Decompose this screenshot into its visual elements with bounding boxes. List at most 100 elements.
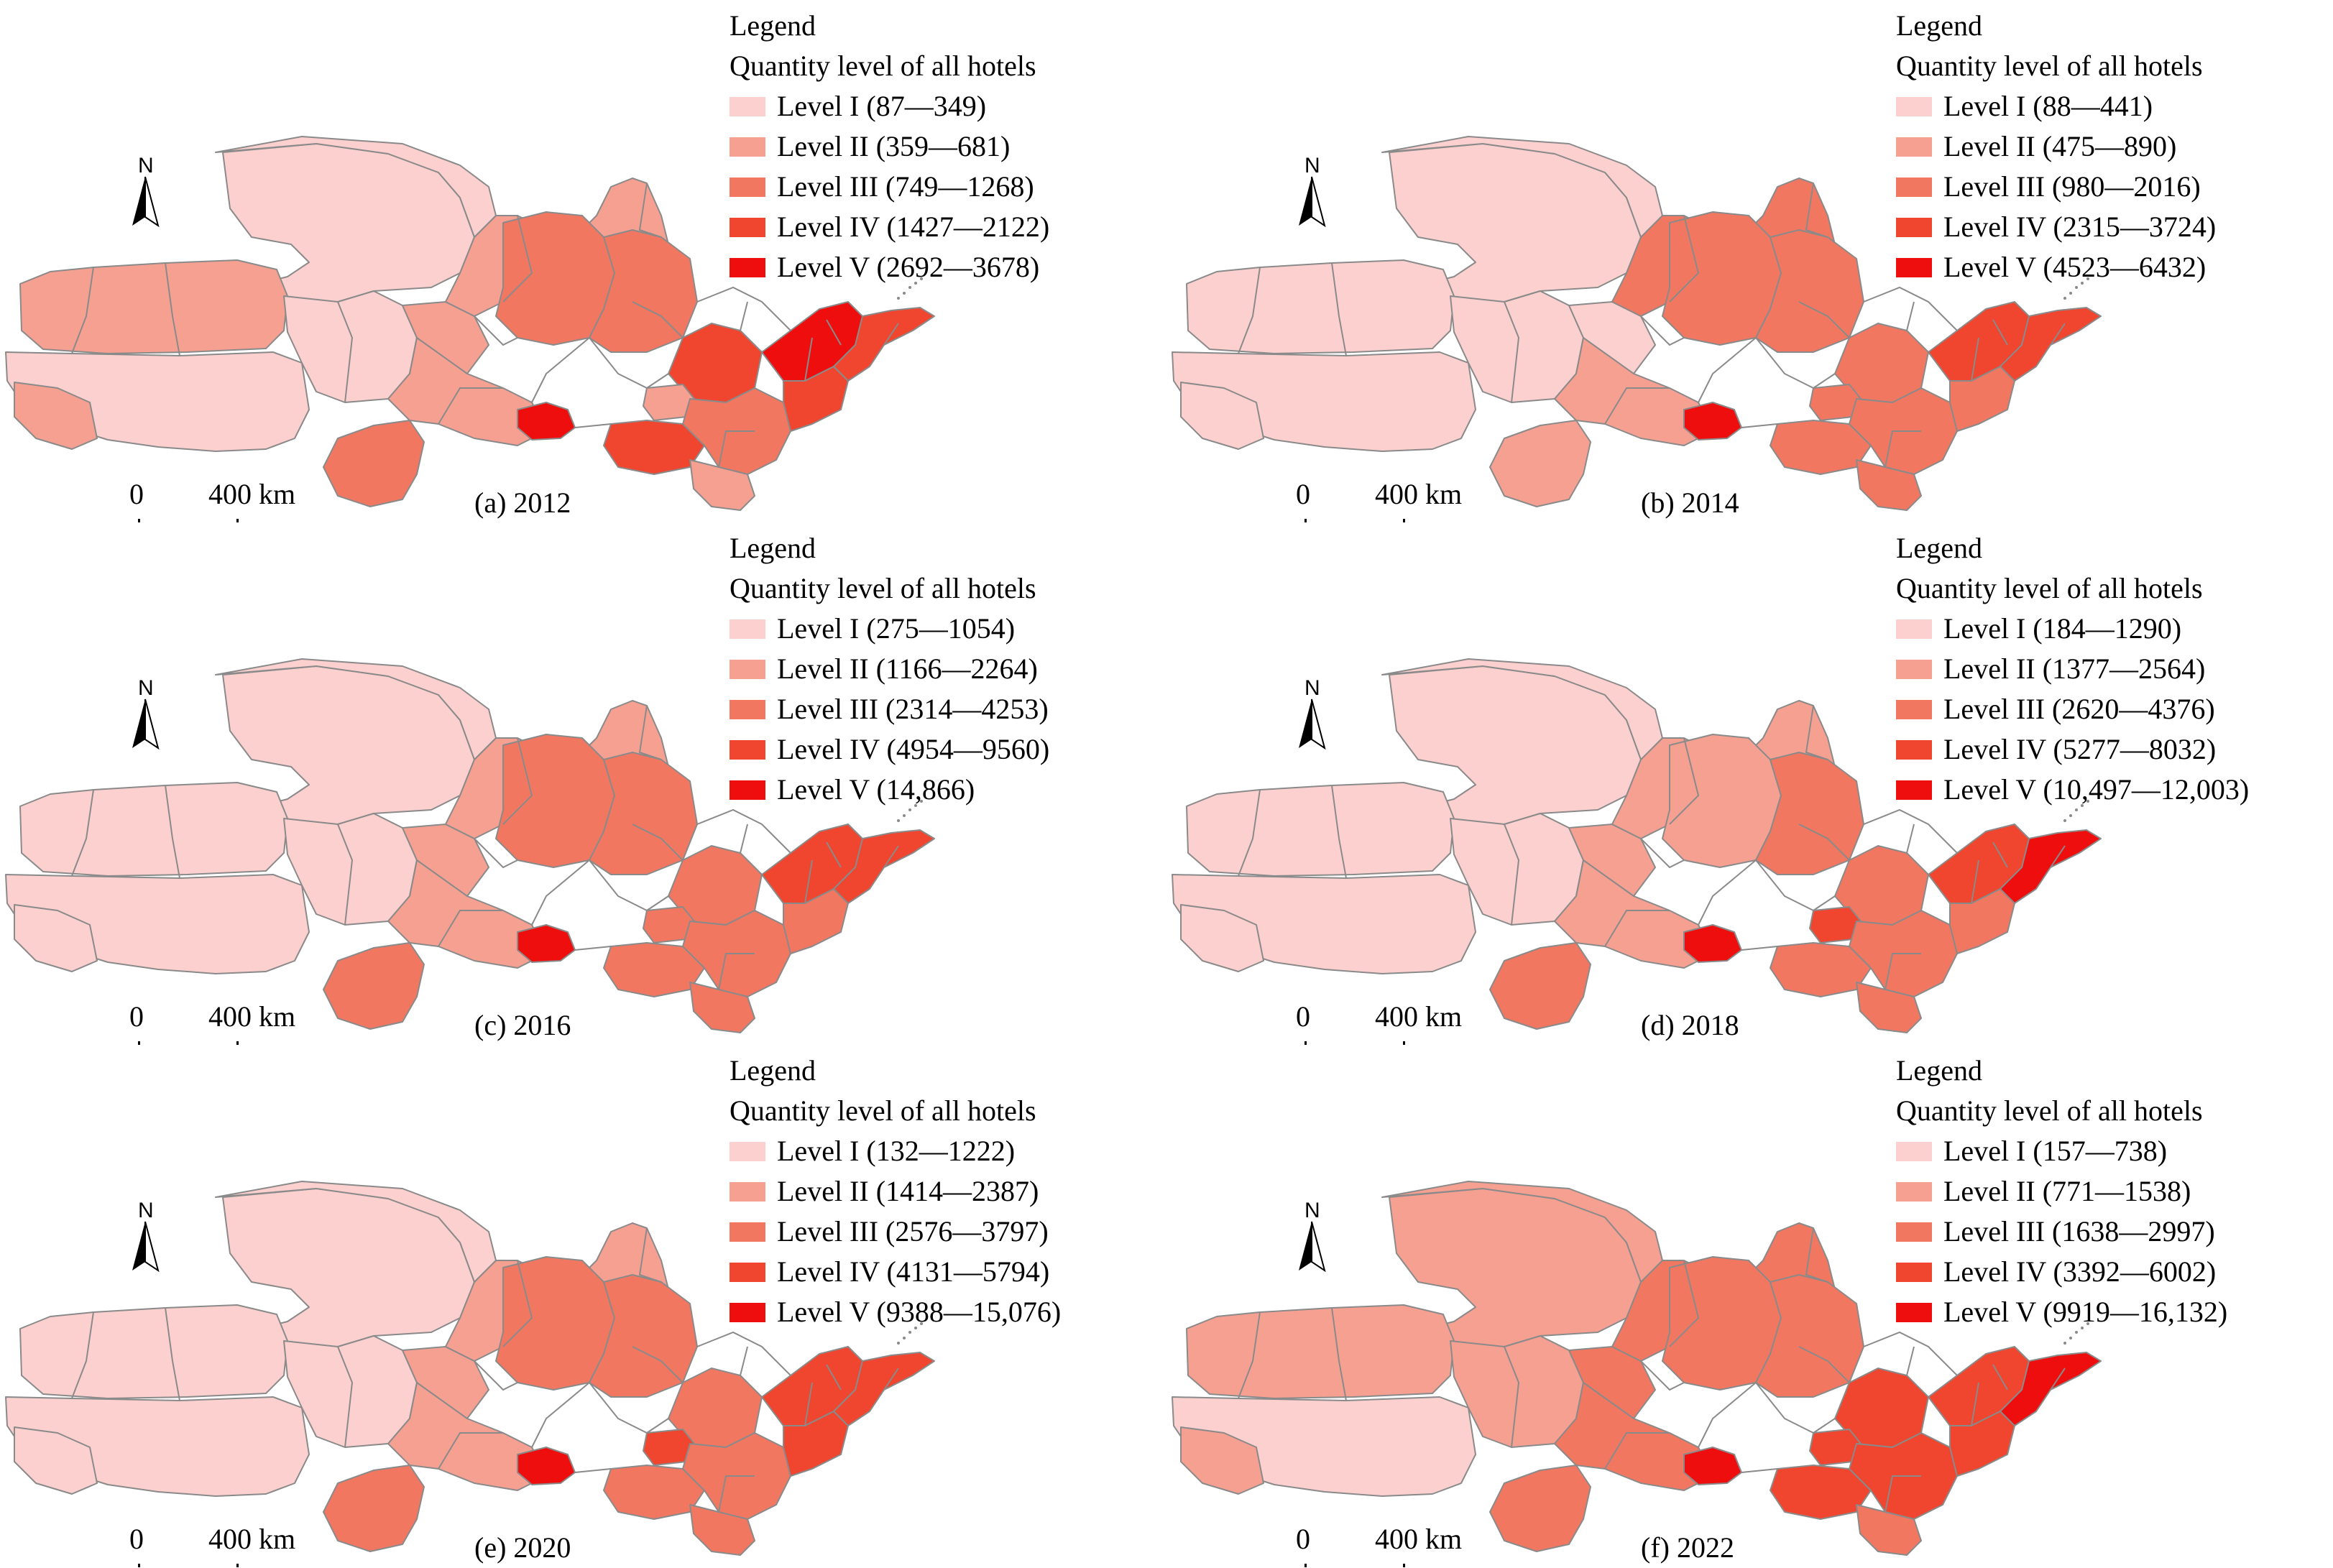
scale-zero: 0 <box>129 1000 144 1033</box>
scale-bar: 0 400 km <box>1290 1000 1463 1045</box>
legend-item: Level V (14,866) <box>730 770 1049 810</box>
region-south-middle <box>603 1465 705 1520</box>
legend-swatch <box>1896 1181 1932 1202</box>
north-arrow: N <box>129 154 161 235</box>
legend-item: Level III (749—1268) <box>730 167 1049 207</box>
scale-zero: 0 <box>129 1523 144 1555</box>
scale-bar: 0 400 km <box>1290 1522 1463 1567</box>
legend-rows: Level I (88—441) Level II (475—890) Level … <box>1896 86 2216 287</box>
north-label: N <box>138 676 154 700</box>
legend-swatch <box>1896 217 1932 237</box>
panel-caption: (e) 2020 <box>474 1531 571 1564</box>
region-far-west <box>19 259 288 354</box>
legend-label: Level V (2692—3678) <box>777 251 1040 283</box>
legend-swatch <box>730 659 765 679</box>
legend-swatch <box>730 739 765 760</box>
island-dots <box>2063 277 2089 300</box>
scale-bar-line <box>1304 519 1405 522</box>
county-boundaries <box>1238 705 2066 990</box>
island-dots <box>897 277 923 300</box>
legend-label: Level III (980—2016) <box>1943 170 2201 203</box>
region-far-west <box>19 782 288 877</box>
legend-item: Level II (771—1538) <box>1896 1171 2227 1212</box>
region-north-strip <box>1381 658 1663 760</box>
legend-swatch <box>1896 780 1932 800</box>
legend-item: Level V (9388—15,076) <box>730 1292 1061 1332</box>
legend-swatch <box>1896 257 1932 277</box>
county-boundaries <box>71 1227 899 1513</box>
legend-title: Legend <box>1896 9 1982 42</box>
panel-caption: (a) 2012 <box>474 486 571 519</box>
choropleth-map <box>1172 1181 2102 1556</box>
region-south-middle <box>1770 1465 1872 1520</box>
legend-item: Level V (4523—6432) <box>1896 247 2216 287</box>
legend-swatch <box>730 699 765 719</box>
region-coast-middle <box>1949 888 2015 954</box>
region-coast-middle <box>1949 366 2015 432</box>
region-south-middle <box>603 420 705 475</box>
region-north-strip <box>1381 1181 1663 1283</box>
legend-label: Level V (9388—15,076) <box>777 1296 1062 1328</box>
map-legend: Legend Quantity level of all hotels Leve… <box>730 6 1049 287</box>
legend-title: Legend <box>730 9 816 42</box>
legend-label: Level I (184—1290) <box>1943 612 2182 645</box>
map-legend: Legend Quantity level of all hotels Leve… <box>730 528 1049 810</box>
scale-zero: 0 <box>1296 478 1310 510</box>
scale-distance: 400 km <box>1375 1000 1463 1033</box>
region-corridor <box>1554 337 1713 446</box>
legend-label: Level III (1638—2997) <box>1943 1215 2215 1248</box>
legend-item: Level I (157—738) <box>1896 1131 2227 1171</box>
north-arrow: N <box>129 1199 161 1280</box>
legend-label: Level IV (4954—9560) <box>777 733 1050 765</box>
scale-distance: 400 km <box>1375 478 1463 510</box>
legend-item: Level III (1638—2997) <box>1896 1212 2227 1252</box>
scale-distance: 400 km <box>208 1523 296 1555</box>
legend-rows: Level I (157—738) Level II (771—1538) Leve… <box>1896 1131 2227 1332</box>
region-far-west <box>1186 1304 1455 1399</box>
region-east-south <box>1856 982 1922 1033</box>
legend-rows: Level I (275—1054) Level II (1166—2264) Le… <box>730 609 1049 810</box>
region-north-strip <box>215 1181 497 1283</box>
legend-item: Level III (980—2016) <box>1896 167 2216 207</box>
north-label: N <box>1304 1199 1320 1222</box>
north-label: N <box>138 1199 154 1222</box>
region-south <box>1489 420 1591 507</box>
legend-label: Level IV (4131—5794) <box>777 1255 1050 1288</box>
choropleth-map <box>5 1181 935 1556</box>
region-south-middle <box>1770 942 1872 997</box>
scale-bar-line <box>1304 1041 1405 1045</box>
region-east-south <box>689 459 755 511</box>
north-arrow-icon <box>1299 698 1326 750</box>
region-corridor <box>1554 1382 1713 1491</box>
legend-item: Level IV (4131—5794) <box>730 1252 1061 1292</box>
north-arrow: N <box>1296 154 1327 235</box>
legend-label: Level IV (1427—2122) <box>777 211 1050 243</box>
choropleth-map <box>1172 658 2102 1033</box>
map-panel-2: Legend Quantity level of all hotels Leve… <box>1166 0 2333 522</box>
county-boundaries <box>1238 183 2066 468</box>
legend-swatch <box>1896 659 1932 679</box>
map-legend: Legend Quantity level of all hotels Leve… <box>1896 6 2216 287</box>
region-south <box>323 942 425 1030</box>
region-east-south <box>689 1504 755 1556</box>
legend-swatch <box>1896 739 1932 760</box>
legend-label: Level IV (2315—3724) <box>1943 211 2217 243</box>
legend-title: Legend <box>730 532 816 564</box>
legend-label: Level V (4523—6432) <box>1943 251 2207 283</box>
region-coast-middle <box>1949 1411 2015 1477</box>
legend-item: Level I (132—1222) <box>730 1131 1061 1171</box>
north-arrow: N <box>1296 676 1327 757</box>
region-east-south <box>1856 1504 1922 1556</box>
region-southwest-tip <box>14 382 98 450</box>
region-hotspot-west <box>1683 924 1742 963</box>
legend-item: Level IV (3392—6002) <box>1896 1252 2227 1292</box>
region-east-south <box>689 982 755 1033</box>
scale-bar: 0 400 km <box>124 1000 296 1045</box>
legend-subtitle: Quantity level of all hotels <box>730 1094 1036 1127</box>
region-north-strip <box>215 136 497 238</box>
map-panel-1: Legend Quantity level of all hotels Leve… <box>0 0 1166 522</box>
scale-zero: 0 <box>129 478 144 510</box>
region-south <box>323 420 425 507</box>
legend-rows: Level I (132—1222) Level II (1414—2387) Le… <box>730 1131 1061 1332</box>
panel-caption: (f) 2022 <box>1641 1531 1734 1564</box>
